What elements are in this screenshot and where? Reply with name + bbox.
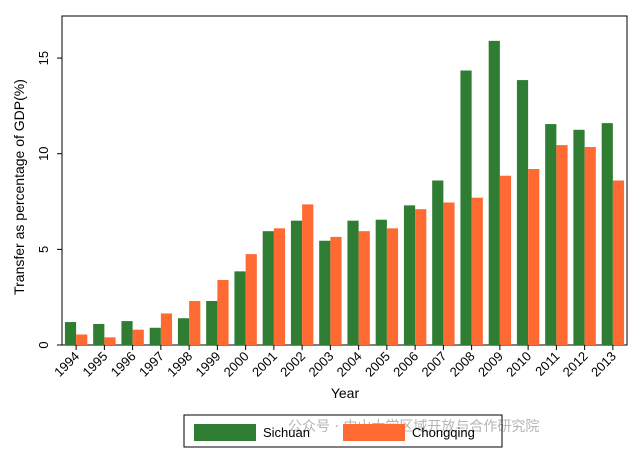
y-tick-label: 0: [36, 341, 51, 348]
bar-sichuan-1995: [93, 323, 105, 345]
bar-chongqing-2006: [415, 209, 427, 345]
bar-chongqing-2003: [330, 236, 342, 345]
bar-sichuan-2013: [601, 123, 613, 346]
bar-chongqing-2010: [528, 169, 540, 345]
legend-swatch-sichuan: [194, 424, 256, 441]
bars-group: [64, 40, 625, 346]
bar-chongqing-2012: [584, 147, 596, 345]
bar-chongqing-2002: [302, 204, 314, 345]
y-tick-label: 10: [36, 146, 51, 160]
bar-sichuan-2004: [347, 220, 359, 345]
bar-sichuan-2002: [290, 220, 303, 345]
bar-sichuan-2011: [545, 124, 557, 345]
bar-sichuan-2009: [488, 40, 500, 346]
bar-sichuan-2005: [375, 219, 387, 345]
bar-chongqing-2004: [358, 231, 370, 345]
bar-sichuan-2006: [403, 205, 416, 345]
y-axis-label: Transfer as percentage of GDP(%): [11, 79, 27, 295]
legend-label-chongqing: Chongqing: [412, 425, 475, 440]
bar-chongqing-2000: [245, 254, 257, 345]
bar-sichuan-2007: [432, 180, 444, 345]
bar-chongqing-2001: [273, 228, 286, 345]
bar-sichuan-1998: [177, 318, 190, 345]
plot-frame: [61, 15, 628, 346]
bar-sichuan-2001: [262, 231, 274, 345]
y-tick-label: 5: [36, 246, 51, 253]
legend-box: [183, 414, 503, 448]
bar-chongqing-2013: [612, 180, 625, 345]
bar-sichuan-1997: [149, 327, 161, 345]
bar-chongqing-1996: [132, 329, 144, 345]
bar-sichuan-2003: [319, 240, 331, 345]
bar-chongqing-2009: [499, 175, 512, 345]
bar-chongqing-2007: [443, 202, 455, 345]
x-axis-label: Year: [331, 385, 360, 401]
y-tick-label: 15: [36, 51, 51, 65]
legend-label-sichuan: Sichuan: [263, 425, 310, 440]
bar-sichuan-1999: [206, 301, 218, 345]
bar-chongqing-1998: [189, 301, 201, 345]
bar-sichuan-2010: [516, 80, 529, 345]
bar-chongqing-1994: [76, 334, 88, 345]
bar-sichuan-1994: [64, 322, 77, 345]
bar-chongqing-1999: [217, 279, 229, 345]
bar-chongqing-2008: [471, 197, 483, 345]
bar-sichuan-2008: [460, 70, 472, 345]
legend: Sichuan Chongqing: [183, 414, 503, 448]
bar-chongqing-2011: [556, 145, 568, 345]
bar-chongqing-2005: [386, 228, 399, 345]
bar-sichuan-2000: [234, 271, 246, 345]
bar-sichuan-1996: [121, 321, 133, 345]
legend-swatch-chongqing: [343, 424, 405, 441]
bar-sichuan-2012: [573, 129, 585, 345]
bar-chongqing-1995: [104, 337, 116, 345]
bar-chongqing-1997: [160, 313, 173, 345]
plot-area: [61, 15, 628, 346]
